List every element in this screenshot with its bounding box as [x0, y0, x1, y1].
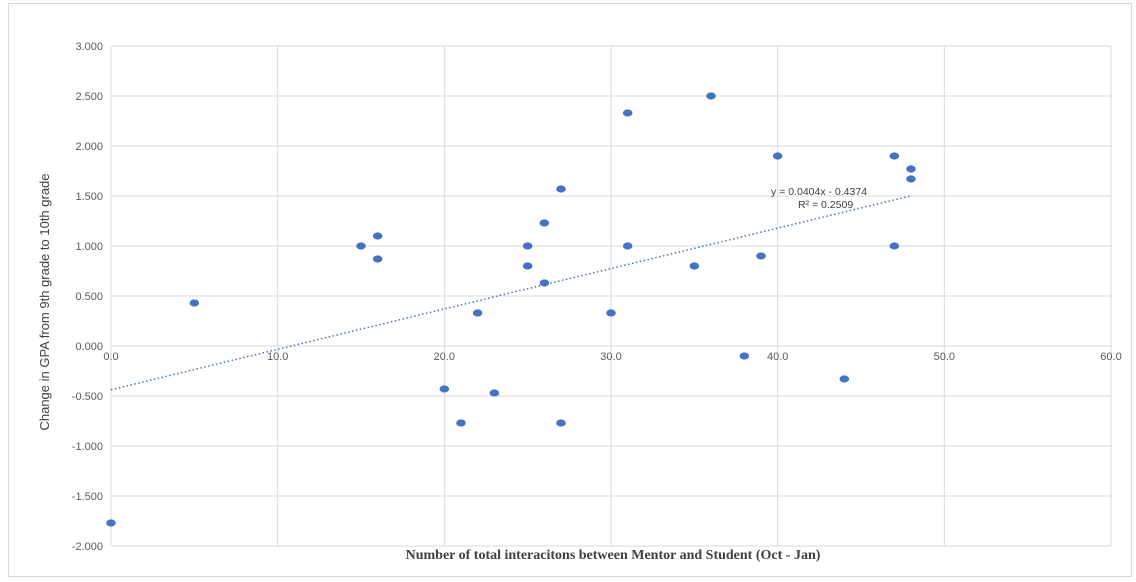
data-point — [706, 92, 716, 100]
y-tick-label: 3.000 — [75, 41, 103, 53]
data-point — [539, 279, 550, 287]
data-point — [522, 262, 533, 270]
x-axis-title: Number of total interacitons between Men… — [406, 548, 821, 563]
y-tick-label: -2.000 — [72, 541, 103, 553]
data-point — [606, 309, 616, 317]
x-tick-label: 60.0 — [1100, 351, 1121, 363]
x-tick-label: 0.0 — [103, 351, 118, 363]
x-tick-label: 40.0 — [767, 351, 788, 363]
data-point — [372, 232, 383, 240]
data-point — [539, 219, 550, 227]
data-point — [906, 165, 916, 173]
data-point — [489, 389, 500, 397]
y-tick-label: -0.500 — [72, 391, 103, 403]
data-point — [739, 352, 750, 360]
x-tick-label: 20.0 — [434, 351, 455, 363]
y-tick-label: 1.000 — [75, 241, 103, 253]
x-tick-label: 30.0 — [600, 351, 621, 363]
data-point — [622, 242, 633, 250]
trendline-equation: y = 0.0404x - 0.4374 — [771, 186, 867, 198]
data-point — [756, 252, 766, 260]
y-tick-label: -1.000 — [72, 441, 103, 453]
data-point — [889, 152, 900, 160]
y-tick-labels: 3.000 2.500 2.000 1.500 1.000 0.500 0.000 -0.50… — [72, 41, 103, 553]
y-tick-label: -1.500 — [72, 491, 103, 503]
data-point — [689, 262, 700, 270]
y-axis-title: Change in GPA from 9th grade to 10th gra… — [37, 173, 52, 430]
data-point — [456, 419, 466, 427]
scatter-chart: 0.0 10.0 20.0 30.0 40.0 50.0 60.0 3.000 2.500 2.… — [37, 41, 1122, 563]
data-point — [622, 109, 633, 117]
data-point — [906, 175, 916, 183]
data-point — [472, 309, 483, 317]
x-tick-label: 50.0 — [934, 351, 955, 363]
y-tick-label: 2.500 — [75, 91, 103, 103]
x-tick-labels: 0.0 10.0 20.0 30.0 40.0 50.0 60.0 — [103, 351, 1121, 363]
chart-frame: 0.0 10.0 20.0 30.0 40.0 50.0 60.0 3.000 2.500 2.… — [8, 3, 1132, 577]
y-tick-label: 0.500 — [75, 291, 103, 303]
trendline-r-squared: R² = 0.2509 — [798, 199, 853, 211]
data-point — [556, 419, 566, 427]
data-point — [106, 519, 116, 527]
y-tick-label: 0.000 — [75, 341, 103, 353]
x-tick-label: 10.0 — [267, 351, 288, 363]
data-point — [356, 242, 366, 250]
trendline — [110, 195, 912, 391]
y-tick-label: 1.500 — [75, 191, 103, 203]
data-points — [106, 92, 916, 527]
data-point — [556, 185, 566, 193]
data-point — [439, 385, 450, 393]
data-point — [839, 375, 850, 383]
data-point — [889, 242, 900, 250]
data-point — [522, 242, 533, 250]
data-point — [189, 299, 200, 307]
y-tick-label: 2.000 — [75, 141, 103, 153]
trendline-group — [110, 195, 912, 391]
gridlines — [110, 45, 1112, 547]
data-point — [772, 152, 783, 160]
data-point — [372, 255, 383, 263]
